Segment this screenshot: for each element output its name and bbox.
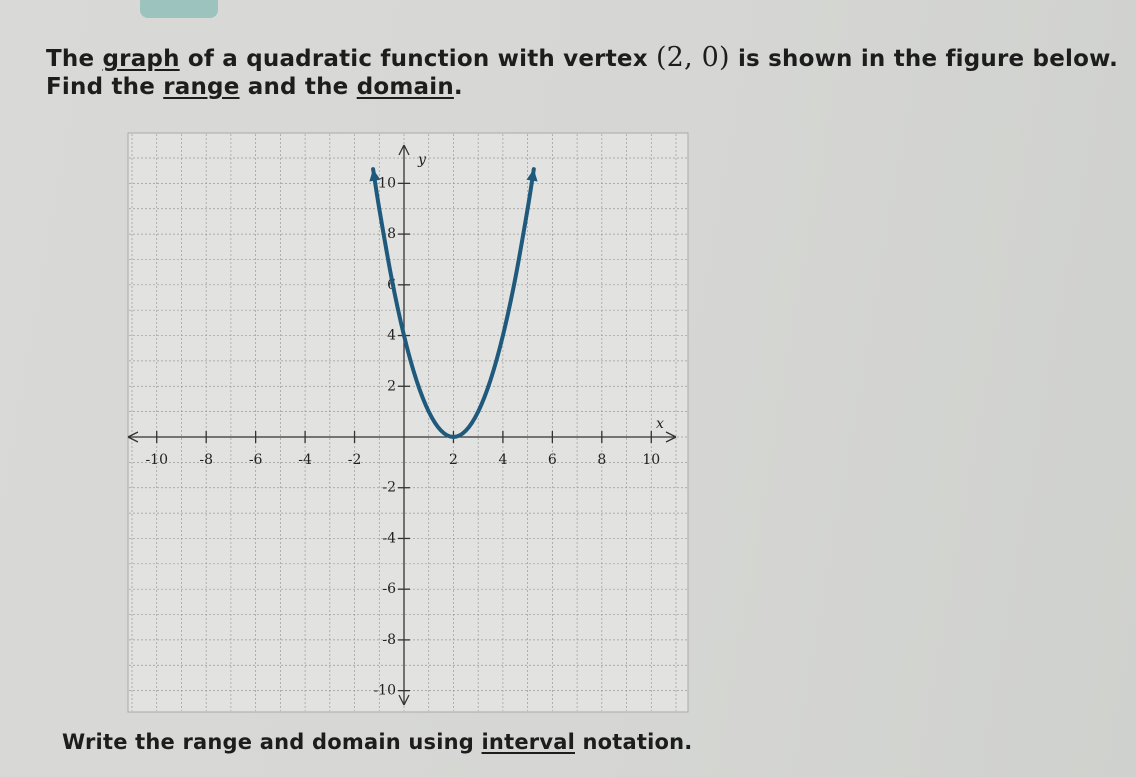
y-tick-label: -10 xyxy=(373,683,396,699)
link[interactable]: graph xyxy=(102,46,180,72)
x-tick-label: -4 xyxy=(298,452,312,468)
x-axis-label: x xyxy=(656,416,664,432)
text: Find the xyxy=(46,74,164,100)
x-tick-label: 10 xyxy=(642,452,660,468)
text: and the xyxy=(239,74,357,100)
question-line: Write the range and domain using interva… xyxy=(62,730,692,754)
link[interactable]: domain xyxy=(356,74,454,100)
question-line: Find the range and the domain. xyxy=(46,74,463,100)
y-tick-label: -6 xyxy=(382,581,396,597)
grid xyxy=(129,134,687,711)
x-axis-arrow xyxy=(127,431,677,443)
question-line: The graph of a quadratic function with v… xyxy=(46,42,1118,73)
curve-arrow xyxy=(369,169,381,182)
parabola xyxy=(371,167,536,440)
y-tick-label: 10 xyxy=(378,175,396,191)
y-tick-label: -2 xyxy=(382,480,396,496)
x-tick-label: -10 xyxy=(145,452,168,468)
curve-arrow xyxy=(526,169,538,182)
text: of a quadratic function with vertex xyxy=(179,46,656,72)
tab xyxy=(140,0,218,18)
math: (2, 0) xyxy=(655,42,730,73)
x-tick-label: 2 xyxy=(449,452,458,468)
y-tick-label: 4 xyxy=(387,328,396,344)
y-axis-label: y xyxy=(417,152,427,168)
x-tick-label: -8 xyxy=(199,452,213,468)
link[interactable]: range xyxy=(163,74,240,100)
y-tick-label: 2 xyxy=(387,378,396,394)
text: . xyxy=(453,74,463,100)
y-axis-arrow xyxy=(398,144,410,706)
text: notation. xyxy=(574,730,693,754)
graph-frame xyxy=(127,132,689,713)
link[interactable]: interval xyxy=(481,730,575,754)
text: Write the range and domain using xyxy=(62,730,482,754)
x-tick-label: -6 xyxy=(249,452,263,468)
y-tick-label: -4 xyxy=(382,530,396,546)
y-tick-label: -8 xyxy=(382,632,396,648)
x-tick-label: -2 xyxy=(348,452,362,468)
x-tick-label: 4 xyxy=(498,452,507,468)
x-tick-label: 6 xyxy=(548,452,557,468)
text: The xyxy=(46,46,103,72)
text: is shown in the figure below. xyxy=(729,46,1119,72)
y-tick-label: 8 xyxy=(387,226,396,242)
x-tick-label: 8 xyxy=(597,452,606,468)
